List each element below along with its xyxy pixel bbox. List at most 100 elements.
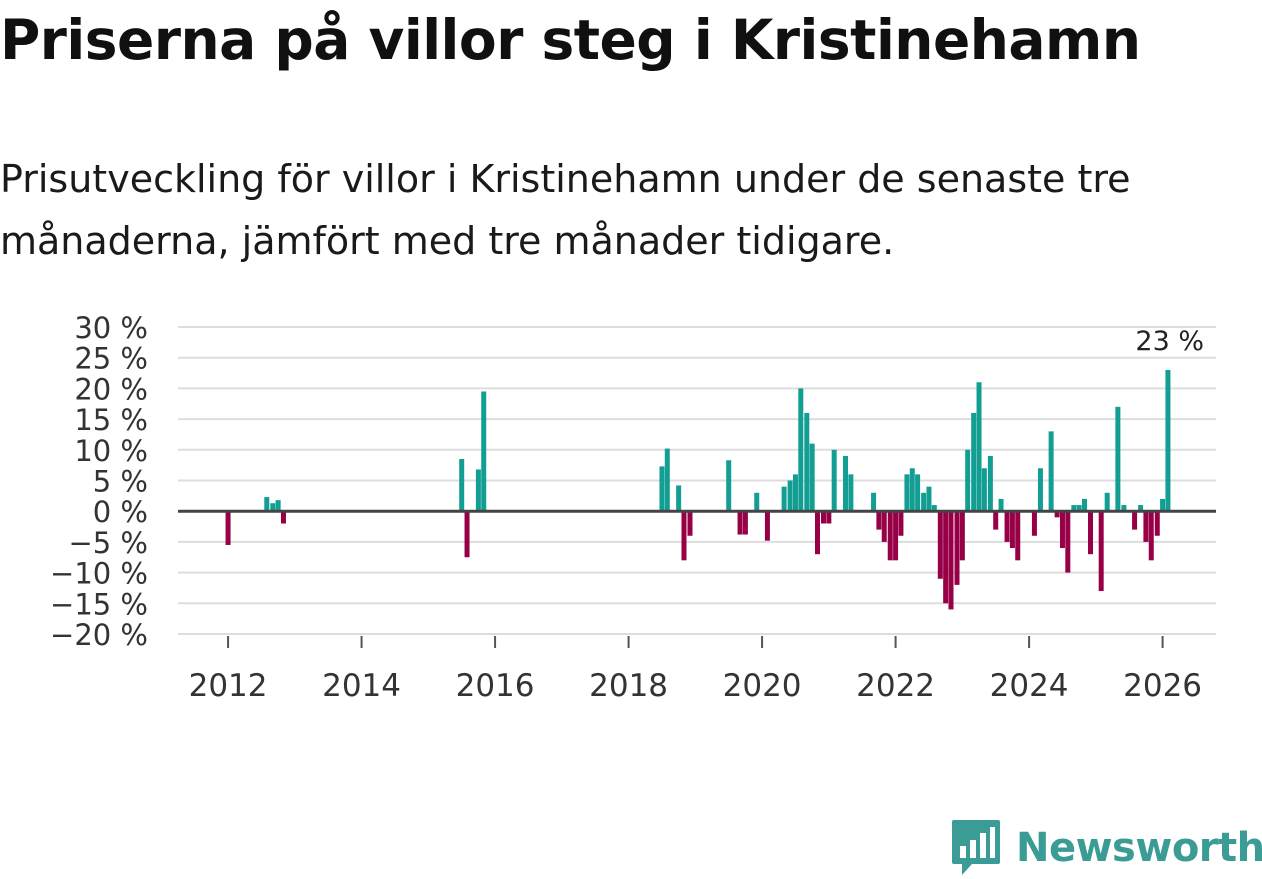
y-tick-label: 10 % — [74, 434, 148, 468]
x-tick-label: 2026 — [1123, 668, 1202, 700]
bar — [937, 511, 943, 579]
bar — [464, 511, 470, 558]
x-tick-label: 2022 — [856, 668, 935, 700]
bar — [1098, 511, 1104, 592]
bar-chart-speech-bubble-icon — [952, 820, 1000, 875]
gridlines — [178, 326, 1216, 635]
bar — [726, 460, 732, 512]
bar — [676, 485, 682, 512]
bar — [893, 511, 899, 561]
y-tick-label: 25 % — [74, 342, 148, 376]
last-value-label: 23 % — [1135, 326, 1204, 357]
bar — [1054, 511, 1060, 518]
y-tick-label: 0 % — [93, 495, 148, 529]
bar — [764, 511, 770, 541]
bar — [1015, 511, 1021, 561]
bar — [737, 511, 743, 535]
bar — [848, 474, 854, 512]
bar — [1115, 406, 1121, 512]
bar — [754, 492, 760, 512]
bar — [876, 511, 882, 530]
bar — [814, 511, 820, 555]
bar — [659, 466, 665, 512]
bar — [275, 500, 281, 512]
bar — [1065, 511, 1071, 573]
bar — [264, 497, 270, 512]
bar — [954, 511, 960, 585]
x-tick-label: 2014 — [322, 668, 401, 700]
bar — [948, 511, 954, 610]
bars — [225, 369, 1171, 610]
bar — [926, 486, 932, 512]
y-tick-label: 20 % — [74, 372, 148, 406]
bar — [993, 511, 999, 530]
bar — [826, 511, 832, 524]
y-tick-label: 15 % — [74, 403, 148, 437]
x-tick-label: 2012 — [189, 668, 268, 700]
bar — [881, 511, 887, 542]
bar — [1076, 505, 1082, 512]
bar — [921, 492, 927, 512]
bar — [1143, 511, 1149, 542]
bar — [787, 480, 793, 512]
bar — [1037, 468, 1043, 512]
x-tick-label: 2016 — [456, 668, 535, 700]
bar — [681, 511, 687, 561]
bar — [1132, 511, 1138, 530]
y-tick-label: −15 % — [50, 587, 148, 621]
x-tick-label: 2018 — [589, 668, 668, 700]
bar — [742, 511, 748, 535]
y-tick-label: 30 % — [74, 311, 148, 345]
bar — [831, 449, 837, 512]
bar — [1104, 492, 1110, 512]
chart-subtitle: Prisutveckling för villor i Kristinehamn… — [0, 157, 1131, 263]
bar — [270, 503, 276, 512]
x-tick-label: 2020 — [723, 668, 802, 700]
bar — [1138, 505, 1144, 512]
y-tick-label: −10 % — [50, 557, 148, 591]
bar — [915, 474, 921, 512]
bar — [1071, 505, 1077, 512]
chart-title: Priserna på villor steg i Kristinehamn — [0, 8, 1141, 72]
bar — [687, 511, 693, 536]
bar — [898, 511, 904, 536]
bar — [1048, 431, 1054, 512]
bar — [1148, 511, 1154, 561]
bar — [931, 505, 937, 512]
bar — [1165, 369, 1171, 512]
y-tick-label: 5 % — [93, 465, 148, 499]
bar — [798, 388, 804, 512]
x-tick-label: 2024 — [990, 668, 1069, 700]
bar — [1009, 511, 1015, 549]
bar — [1081, 498, 1087, 512]
bar — [959, 511, 965, 561]
y-tick-label: −5 % — [68, 526, 148, 560]
bar — [1059, 511, 1065, 549]
bar — [792, 474, 798, 512]
bar — [943, 511, 949, 604]
bar — [981, 468, 987, 512]
brand-footer: Newsworthy — [950, 818, 1262, 878]
bar — [1154, 511, 1160, 536]
y-tick-label: −20 % — [50, 618, 148, 652]
bar — [887, 511, 893, 561]
bar — [987, 455, 993, 512]
bar — [976, 382, 982, 512]
bar — [1121, 505, 1127, 512]
bar — [971, 412, 977, 512]
bar — [809, 443, 815, 512]
bar — [225, 511, 231, 545]
bar — [280, 511, 286, 524]
bar — [475, 469, 481, 512]
bar — [664, 448, 670, 512]
bar — [804, 412, 810, 512]
bar — [871, 492, 877, 512]
x-axis: 2012 2014 2016 2018 2020 2022 2024 2026 — [189, 636, 1202, 700]
bar — [459, 459, 465, 512]
bar — [1031, 511, 1037, 536]
bar — [843, 455, 849, 512]
y-axis-labels: 30 %25 %20 %15 %10 %5 %0 %−5 %−10 %−15 %… — [50, 311, 148, 652]
bar — [998, 498, 1004, 512]
bar — [820, 511, 826, 524]
bar — [781, 486, 787, 512]
